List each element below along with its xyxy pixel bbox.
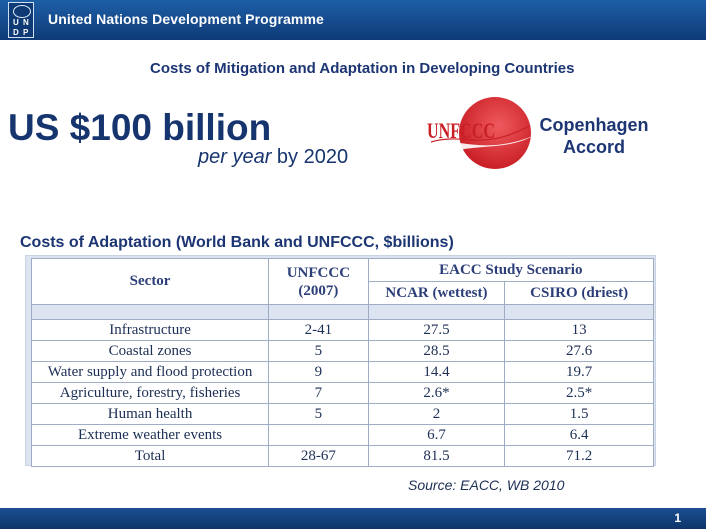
ncar-cell: 6.7 — [367, 424, 506, 446]
header-ncar: NCAR (wettest) — [367, 281, 506, 305]
csiro-cell: 6.4 — [504, 424, 654, 446]
unfccc-cell: 5 — [268, 403, 369, 425]
undp-logo: U N D P — [8, 2, 34, 38]
table-row: Coastal zones 5 28.5 27.6 — [30, 340, 654, 362]
csiro-cell: 1.5 — [504, 403, 654, 425]
per-year-note: per year by 2020 — [198, 146, 348, 169]
csiro-cell: 71.2 — [504, 445, 654, 467]
unfccc-cell: 28-67 — [268, 445, 369, 467]
csiro-cell: 13 — [504, 319, 654, 341]
header-unfccc: UNFCCC (2007) — [268, 258, 369, 305]
per-year-prefix: per year — [198, 146, 272, 168]
header-eacc: EACC Study Scenario — [367, 258, 655, 282]
sector-cell: Coastal zones — [30, 340, 270, 362]
globe-icon — [13, 5, 31, 18]
sector-cell: Agriculture, forestry, fisheries — [30, 382, 270, 404]
cost-table: Sector UNFCCC (2007) EACC Study Scenario… — [30, 258, 655, 467]
accord-line-1: Copenhagen — [539, 115, 649, 135]
table-row: Extreme weather events 6.7 6.4 — [30, 424, 654, 446]
unfccc-curve — [430, 125, 530, 143]
logo-letter-d: D — [13, 28, 19, 37]
csiro-cell: 2.5* — [504, 382, 654, 404]
sector-cell: Human health — [30, 403, 270, 425]
per-year-suffix: by 2020 — [271, 146, 349, 168]
table-row: Human health 5 2 1.5 — [30, 403, 654, 425]
table-row: Agriculture, forestry, fisheries 7 2.6* … — [30, 382, 654, 404]
section-heading: Costs of Adaptation (World Bank and UNFC… — [20, 234, 454, 251]
ncar-cell: 14.4 — [367, 361, 506, 383]
table-row-total: Total 28-67 81.5 71.2 — [30, 445, 654, 467]
ncar-cell: 2 — [367, 403, 506, 425]
unfccc-cell: 2-41 — [268, 319, 369, 341]
ncar-cell: 81.5 — [367, 445, 506, 467]
logo-letter-n: N — [23, 18, 29, 27]
sector-cell: Infrastructure — [30, 319, 270, 341]
table-header-row-1: Sector UNFCCC (2007) EACC Study Scenario — [30, 258, 655, 305]
csiro-cell: 27.6 — [504, 340, 654, 362]
header-bar: U N D P United Nations Development Progr… — [0, 0, 706, 40]
ncar-cell: 28.5 — [367, 340, 506, 362]
sector-cell: Water supply and flood protection — [30, 361, 270, 383]
unfccc-cell — [268, 424, 369, 446]
footer-bar: 1 — [0, 508, 706, 529]
header-sector: Sector — [30, 258, 270, 305]
unfccc-logo-text: UNFCCC — [427, 118, 495, 143]
header-unfccc-line-2: (2007) — [298, 282, 339, 299]
logo-letter-p: P — [23, 28, 29, 37]
unfccc-cell: 9 — [268, 361, 369, 383]
unfccc-cell: 5 — [268, 340, 369, 362]
copenhagen-accord-label: Copenhagen Accord — [532, 114, 656, 158]
table-header-row-2: NCAR (wettest) CSIRO (driest) — [32, 281, 654, 305]
unfccc-logo: UNFCCC — [427, 97, 533, 169]
unfccc-sphere — [459, 97, 531, 169]
accord-line-2: Accord — [562, 137, 625, 157]
header-csiro: CSIRO (driest) — [504, 281, 654, 305]
logo-letter-u: U — [13, 18, 19, 27]
ncar-cell: 27.5 — [367, 319, 506, 341]
unfccc-swoosh — [433, 136, 533, 156]
org-name: United Nations Development Programme — [48, 11, 324, 27]
ncar-cell: 2.6* — [367, 382, 506, 404]
sector-cell: Total — [30, 445, 270, 467]
source-note: Source: EACC, WB 2010 — [408, 477, 565, 493]
header-unfccc-line-1: UNFCCC — [286, 264, 351, 281]
sector-cell: Extreme weather events — [30, 424, 270, 446]
table-row: Infrastructure 2-41 27.5 13 — [30, 319, 654, 341]
csiro-cell: 19.7 — [504, 361, 654, 383]
table-row: Water supply and flood protection 9 14.4… — [30, 361, 654, 383]
slide-title: Costs of Mitigation and Adaptation in De… — [150, 60, 575, 77]
unfccc-cell: 7 — [268, 382, 369, 404]
adaptation-cost-table: Sector UNFCCC (2007) EACC Study Scenario… — [25, 255, 656, 467]
funding-amount: US $100 billion — [8, 107, 272, 148]
page-number: 1 — [674, 511, 681, 525]
table-spacer-row — [30, 304, 654, 320]
